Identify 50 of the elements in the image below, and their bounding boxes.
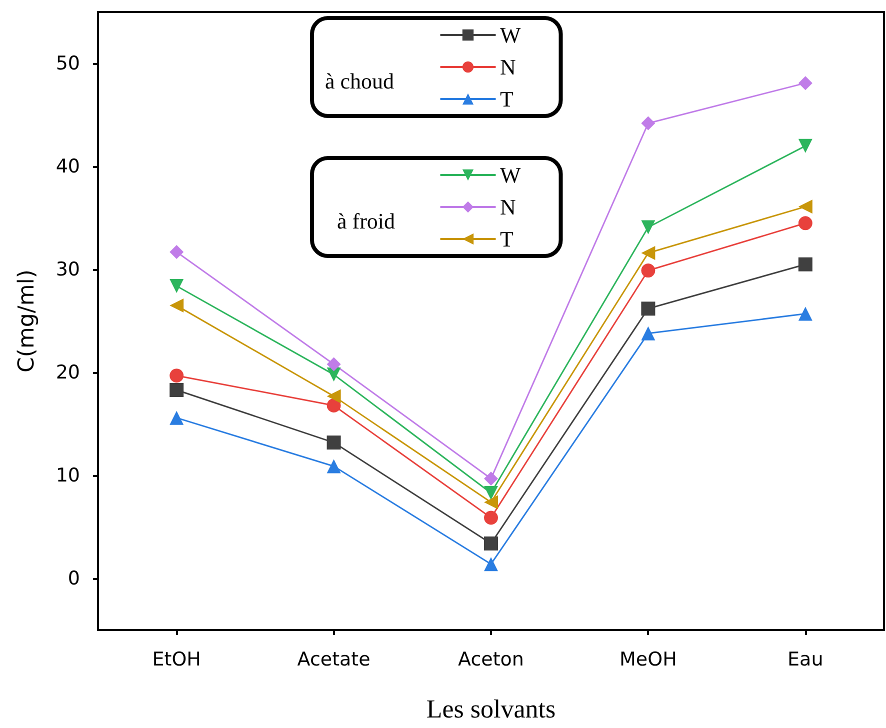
y-tick-label: 10 <box>56 464 80 486</box>
point <box>641 302 656 316</box>
x-tick-label: Eau <box>788 648 824 670</box>
x-tick-label: MeOH <box>620 648 677 670</box>
x-tick-label: EtOH <box>152 648 201 670</box>
y-tick-label: 50 <box>56 52 80 74</box>
point <box>484 472 498 486</box>
point <box>798 306 812 321</box>
point <box>170 410 184 425</box>
point <box>798 257 812 272</box>
legend-label: T <box>500 226 514 252</box>
legend-label: W <box>500 162 521 188</box>
x-axis-title: Les solvants <box>426 694 556 724</box>
point <box>484 557 498 572</box>
x-tick-label: Acetate <box>297 648 370 670</box>
point <box>326 398 341 412</box>
y-tick-label: 40 <box>56 156 80 178</box>
point <box>326 389 341 404</box>
point <box>484 486 498 500</box>
point <box>170 368 184 383</box>
point <box>798 200 812 214</box>
point <box>170 383 184 398</box>
legend-label: T <box>500 86 514 112</box>
x-tick-label: Aceton <box>458 648 524 670</box>
point <box>641 116 656 130</box>
point <box>798 76 812 90</box>
point <box>641 264 656 278</box>
legend-label: W <box>500 22 521 48</box>
point <box>326 357 341 372</box>
point <box>170 278 184 293</box>
y-axis-title: C(mg/ml) <box>14 270 40 372</box>
point <box>484 510 498 525</box>
point <box>641 326 656 340</box>
point <box>798 216 812 230</box>
point <box>170 298 184 313</box>
point <box>326 436 341 450</box>
point <box>326 459 341 474</box>
point <box>641 220 656 234</box>
point <box>170 244 184 259</box>
y-tick-label: 30 <box>56 258 80 280</box>
point <box>484 495 498 510</box>
point <box>641 246 656 260</box>
y-tick-label: 20 <box>56 362 80 384</box>
point <box>484 536 498 550</box>
annotation: à choud <box>325 68 394 94</box>
point <box>798 138 812 153</box>
legend-label: N <box>500 194 516 220</box>
legend-label: N <box>500 54 516 80</box>
y-tick-label: 0 <box>68 568 80 590</box>
annotation: à froid <box>337 208 396 234</box>
